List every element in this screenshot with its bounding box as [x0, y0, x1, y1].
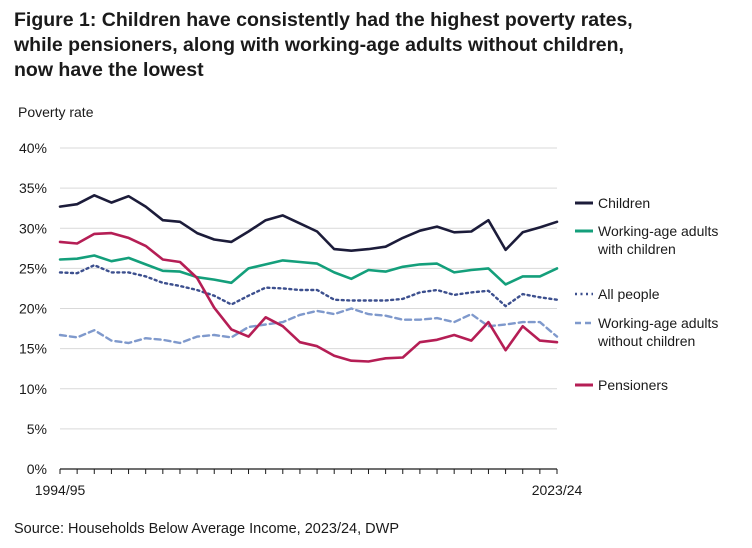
- legend-swatch: [575, 383, 593, 387]
- series-line-pensioners: [58, 231, 559, 363]
- chart-title-line-1: Figure 1: Children have consistently had…: [14, 9, 633, 31]
- y-axis-label: Poverty rate: [18, 104, 94, 120]
- legend-label: Children: [598, 195, 651, 211]
- series-line-working-age-adults-without-children: [58, 307, 559, 345]
- series-line-children: [58, 194, 559, 252]
- x-tick-label-last: 2023/24: [532, 482, 583, 498]
- chart-title: Figure 1: Children have consistently had…: [14, 8, 734, 83]
- legend-swatch: [575, 201, 593, 205]
- legend-label: Working-age adults with children: [598, 223, 719, 257]
- y-tick-label: 5%: [27, 421, 47, 437]
- chart-title-line-3: now have the lowest: [14, 59, 204, 81]
- chart-title-line-2: while pensioners, along with working-age…: [14, 34, 624, 56]
- legend-label: Working-age adults without children: [598, 315, 719, 349]
- y-tick-label: 10%: [19, 381, 47, 397]
- source-note: Source: Households Below Average Income,…: [14, 521, 400, 537]
- y-tick-label: 30%: [19, 220, 47, 236]
- legend-swatch: [575, 229, 593, 233]
- x-tick-label-first: 1994/95: [35, 482, 86, 498]
- y-tick-label: 35%: [19, 180, 47, 196]
- series-line-working-age-adults-with-children: [58, 254, 559, 286]
- y-tick-label: 15%: [19, 341, 47, 357]
- legend-label: All people: [598, 286, 660, 302]
- legend-label: Pensioners: [598, 377, 669, 393]
- y-tick-label: 0%: [27, 461, 47, 477]
- y-tick-label: 40%: [19, 140, 47, 156]
- y-tick-label: 25%: [19, 260, 47, 276]
- legend-swatch: [575, 321, 593, 325]
- series-line-all-people: [58, 264, 559, 308]
- legend-swatch: [575, 292, 593, 296]
- y-tick-label: 20%: [19, 301, 47, 317]
